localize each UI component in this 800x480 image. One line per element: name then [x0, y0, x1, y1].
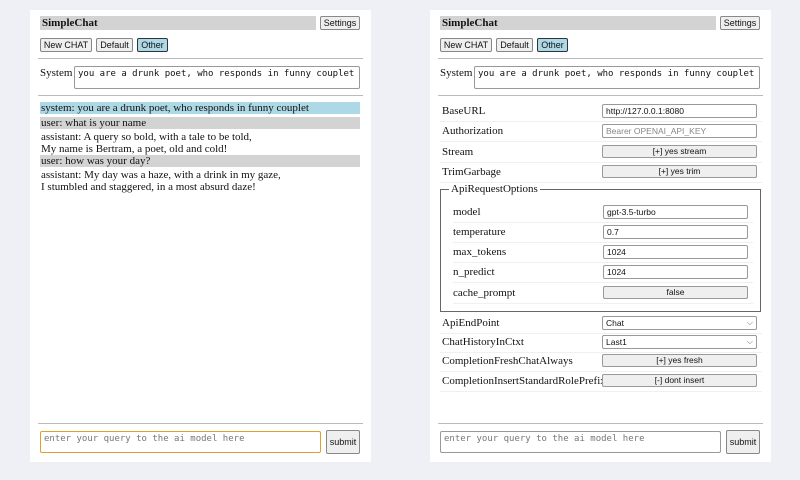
n-predict-label: n_predict: [453, 266, 495, 278]
message-assistant: assistant: My day was a haze, with a dri…: [40, 169, 360, 193]
divider: [438, 95, 763, 96]
trim-garbage-label: TrimGarbage: [442, 166, 501, 178]
chat-panel: SimpleChat Settings New CHAT Default Oth…: [30, 10, 371, 462]
option-temperature: temperature 0.7: [453, 224, 753, 243]
divider: [438, 423, 763, 424]
fresh-chat-label: CompletionFreshChatAlways: [442, 355, 573, 367]
setting-stream: Stream [+] yes stream: [440, 144, 762, 163]
stream-toggle[interactable]: [+] yes stream: [602, 145, 757, 158]
api-endpoint-select[interactable]: Chat ⌵: [602, 316, 757, 330]
setting-base-url: BaseURL http://127.0.0.1:8080: [440, 103, 762, 122]
api-endpoint-label: ApiEndPoint: [442, 317, 500, 329]
authorization-label: Authorization: [442, 125, 504, 137]
setting-api-endpoint: ApiEndPoint Chat ⌵: [440, 315, 762, 334]
message-line: My name is Bertram, a poet, old and cold…: [41, 143, 228, 155]
fresh-chat-toggle[interactable]: [+] yes fresh: [602, 354, 757, 367]
setting-trim-garbage: TrimGarbage [+] yes trim: [440, 164, 762, 183]
setting-insert-prefix: CompletionInsertStandardRolePrefix [-] d…: [440, 373, 762, 392]
setting-chat-history: ChatHistoryInCtxt Last1 ⌵: [440, 334, 762, 353]
option-cache-prompt: cache_prompt false: [453, 285, 753, 304]
message-line: assistant: My day was a haze, with a dri…: [41, 169, 281, 181]
divider: [438, 58, 763, 59]
chevron-down-icon: ⌵: [746, 337, 753, 346]
default-chat-button[interactable]: Default: [96, 38, 133, 52]
cache-prompt-label: cache_prompt: [453, 287, 516, 299]
insert-prefix-label: CompletionInsertStandardRolePrefix: [442, 375, 606, 387]
chat-history-select[interactable]: Last1 ⌵: [602, 335, 757, 349]
insert-prefix-toggle[interactable]: [-] dont insert: [602, 374, 757, 387]
max-tokens-label: max_tokens: [453, 246, 507, 258]
system-label: System: [40, 67, 73, 79]
option-model: model gpt-3.5-turbo: [453, 204, 753, 223]
app-title: SimpleChat: [440, 16, 716, 30]
settings-panel: SimpleChat Settings New CHAT Default Oth…: [430, 10, 771, 462]
chat-history-label: ChatHistoryInCtxt: [442, 336, 524, 348]
trim-garbage-toggle[interactable]: [+] yes trim: [602, 165, 757, 178]
settings-button[interactable]: Settings: [320, 16, 360, 30]
message-system: system: you are a drunk poet, who respon…: [40, 102, 360, 114]
system-label: System: [440, 67, 473, 79]
message-line: I stumbled and staggered, in a most absu…: [41, 181, 256, 193]
settings-button[interactable]: Settings: [720, 16, 760, 30]
base-url-label: BaseURL: [442, 105, 486, 117]
option-n-predict: n_predict 1024: [453, 264, 753, 283]
model-input[interactable]: gpt-3.5-turbo: [603, 205, 748, 219]
message-assistant: assistant: A query so bold, with a tale …: [40, 131, 360, 155]
default-chat-button[interactable]: Default: [496, 38, 533, 52]
cache-prompt-toggle[interactable]: false: [603, 286, 748, 299]
setting-fresh-chat: CompletionFreshChatAlways [+] yes fresh: [440, 353, 762, 372]
api-request-options: ApiRequestOptions model gpt-3.5-turbo te…: [440, 183, 761, 312]
divider: [38, 423, 363, 424]
message-user: user: what is your name: [40, 117, 360, 129]
option-max-tokens: max_tokens 1024: [453, 244, 753, 263]
max-tokens-input[interactable]: 1024: [603, 245, 748, 259]
divider: [38, 58, 363, 59]
new-chat-button[interactable]: New CHAT: [440, 38, 492, 52]
system-prompt-input[interactable]: you are a drunk poet, who responds in fu…: [474, 66, 760, 89]
other-chat-button[interactable]: Other: [137, 38, 168, 52]
base-url-input[interactable]: http://127.0.0.1:8080: [602, 104, 757, 118]
authorization-input[interactable]: Bearer OPENAI_API_KEY: [602, 124, 757, 138]
other-chat-button[interactable]: Other: [537, 38, 568, 52]
model-label: model: [453, 206, 481, 218]
api-request-options-legend: ApiRequestOptions: [449, 183, 540, 195]
submit-button[interactable]: submit: [726, 430, 760, 454]
query-input[interactable]: enter your query to the ai model here: [40, 431, 321, 453]
divider: [38, 95, 363, 96]
query-input[interactable]: enter your query to the ai model here: [440, 431, 721, 453]
submit-button[interactable]: submit: [326, 430, 360, 454]
system-prompt-input[interactable]: you are a drunk poet, who responds in fu…: [74, 66, 360, 89]
temperature-label: temperature: [453, 226, 506, 238]
setting-authorization: Authorization Bearer OPENAI_API_KEY: [440, 123, 762, 142]
n-predict-input[interactable]: 1024: [603, 265, 748, 279]
message-line: assistant: A query so bold, with a tale …: [41, 131, 252, 143]
temperature-input[interactable]: 0.7: [603, 225, 748, 239]
message-user: user: how was your day?: [40, 155, 360, 167]
chat-history-value: Last1: [606, 337, 627, 347]
api-endpoint-value: Chat: [606, 318, 624, 328]
stream-label: Stream: [442, 146, 474, 158]
new-chat-button[interactable]: New CHAT: [40, 38, 92, 52]
chevron-down-icon: ⌵: [746, 318, 753, 327]
app-title: SimpleChat: [40, 16, 316, 30]
